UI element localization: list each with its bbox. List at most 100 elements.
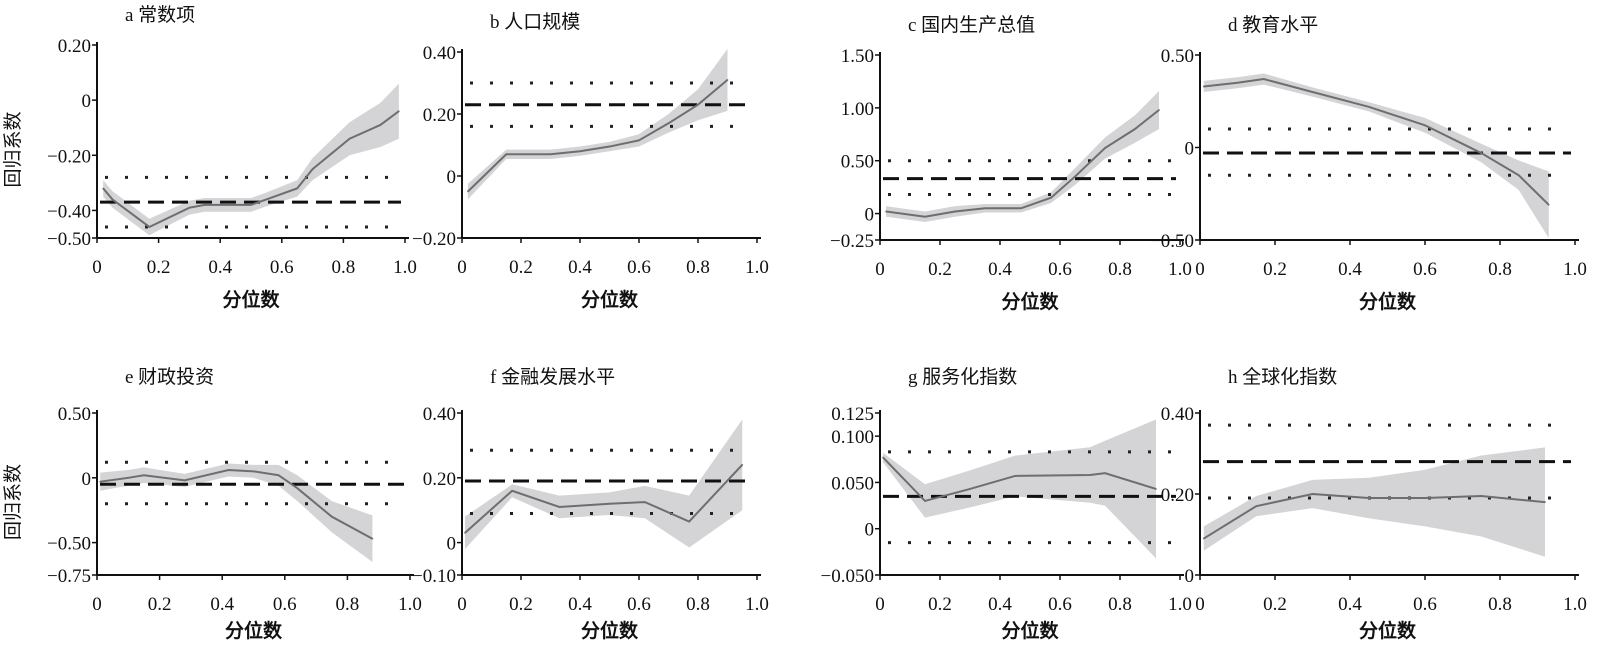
x-tick-label: 1.0 xyxy=(745,257,769,278)
quantile-point xyxy=(330,515,333,518)
quantile-point xyxy=(1134,128,1136,130)
y-tick-label: 0 xyxy=(865,520,875,541)
quantile-point xyxy=(1367,106,1370,108)
quantile-point xyxy=(644,501,646,503)
y-tick-label: −0.50 xyxy=(47,534,91,555)
quantile-point xyxy=(608,502,611,505)
x-tick-label: 0 xyxy=(457,594,467,615)
y-tick-label: 0.100 xyxy=(831,427,874,448)
quantile-point xyxy=(885,210,887,213)
y-tick-label: 0 xyxy=(447,534,457,555)
quantile-point xyxy=(183,479,186,482)
y-tick-label: −0.50 xyxy=(47,229,91,250)
x-tick-label: 0.2 xyxy=(147,257,171,278)
quantile-confidence-band xyxy=(886,90,1159,223)
quantile-point xyxy=(1367,497,1370,499)
quantile-point xyxy=(227,469,230,471)
y-tick-label: −0.40 xyxy=(47,201,91,222)
panel-title: f 金融发展水平 xyxy=(490,366,615,388)
quantile-point xyxy=(741,464,744,466)
panel-a: 0.200−0.20−0.40−0.500 0.2 0.4 0.6 0.8 1.0分位数a… xyxy=(2,4,417,311)
quantile-point xyxy=(143,474,145,477)
panel-title: a 常数项 xyxy=(125,4,195,26)
quantile-point xyxy=(371,537,374,540)
quantile-confidence-band xyxy=(467,48,728,200)
quantile-point xyxy=(348,137,351,140)
x-tick-label: 0 xyxy=(92,594,102,615)
panel-title: b 人口规模 xyxy=(490,11,580,33)
quantile-point xyxy=(924,500,926,502)
quantile-point xyxy=(924,215,926,218)
x-tick-label: 1.0 xyxy=(1563,594,1587,615)
x-tick-label: 0.2 xyxy=(509,257,533,278)
x-axis-label: 分位数 xyxy=(1359,290,1417,313)
quantile-point xyxy=(1020,207,1022,210)
y-axis-label: 回归系数 xyxy=(2,111,24,187)
quantile-point xyxy=(204,204,206,206)
quantile-point xyxy=(688,520,690,523)
panel-title: h 全球化指数 xyxy=(1228,366,1337,388)
y-tick-label: 1.50 xyxy=(841,46,874,67)
quantile-point xyxy=(99,480,101,483)
quantile-point xyxy=(379,124,382,126)
quantile-point xyxy=(1089,474,1091,476)
panel-title: g 服务化指数 xyxy=(908,366,1017,388)
quantile-point xyxy=(1202,537,1205,540)
x-tick-label: 1.0 xyxy=(745,594,769,615)
quantile-point xyxy=(1014,475,1016,477)
x-tick-label: 0.6 xyxy=(1048,259,1072,280)
y-tick-label: 0.50 xyxy=(1161,46,1194,67)
quantile-point xyxy=(265,198,268,201)
y-tick-label: 0.20 xyxy=(58,36,91,57)
x-tick-label: 0.6 xyxy=(627,594,651,615)
x-tick-label: 1.0 xyxy=(1168,259,1192,280)
quantile-point xyxy=(1104,472,1106,474)
y-tick-label: 0 xyxy=(865,205,875,226)
y-tick-label: 0 xyxy=(1185,139,1195,160)
quantile-confidence-band xyxy=(100,463,373,563)
quantile-point xyxy=(1050,196,1052,199)
x-tick-label: 0.6 xyxy=(273,594,297,615)
x-tick-label: 1.0 xyxy=(1563,259,1587,280)
quantile-point xyxy=(667,122,670,125)
quantile-point xyxy=(277,474,280,477)
y-tick-label: 0.20 xyxy=(423,469,456,490)
quantile-point xyxy=(467,190,469,193)
quantile-point xyxy=(505,153,508,156)
quantile-point xyxy=(148,226,151,228)
quantile-coefficient-line xyxy=(1203,78,1550,206)
quantile-point xyxy=(1547,204,1550,206)
x-axis-label: 分位数 xyxy=(1001,290,1059,313)
y-tick-label: 0 xyxy=(1185,566,1195,587)
quantile-confidence-band xyxy=(1203,447,1545,557)
quantile-confidence-band xyxy=(883,419,1156,559)
quantile-point xyxy=(579,150,581,152)
quantile-point xyxy=(188,206,191,209)
x-tick-label: 0.4 xyxy=(988,594,1012,615)
x-tick-label: 0.8 xyxy=(1488,259,1512,280)
quantile-point xyxy=(111,198,114,201)
y-tick-label: 0 xyxy=(447,167,457,188)
quantile-coefficient-line xyxy=(467,79,729,193)
x-tick-label: 0.8 xyxy=(332,257,356,278)
x-tick-label: 0.2 xyxy=(928,259,952,280)
quantile-point xyxy=(697,103,699,106)
x-tick-label: 0.2 xyxy=(1263,259,1287,280)
quantile-point xyxy=(1155,488,1157,490)
x-tick-label: 0 xyxy=(457,257,467,278)
x-axis-label: 分位数 xyxy=(225,619,283,642)
y-tick-label: 0.20 xyxy=(423,105,456,126)
quantile-confidence-band xyxy=(464,419,743,550)
y-tick-label: 0.50 xyxy=(841,152,874,173)
x-tick-label: 0.8 xyxy=(1108,594,1132,615)
quantile-point xyxy=(1202,85,1205,88)
quantile-point xyxy=(1424,124,1426,127)
x-tick-label: 0 xyxy=(1195,594,1205,615)
quantile-point xyxy=(1074,175,1076,178)
